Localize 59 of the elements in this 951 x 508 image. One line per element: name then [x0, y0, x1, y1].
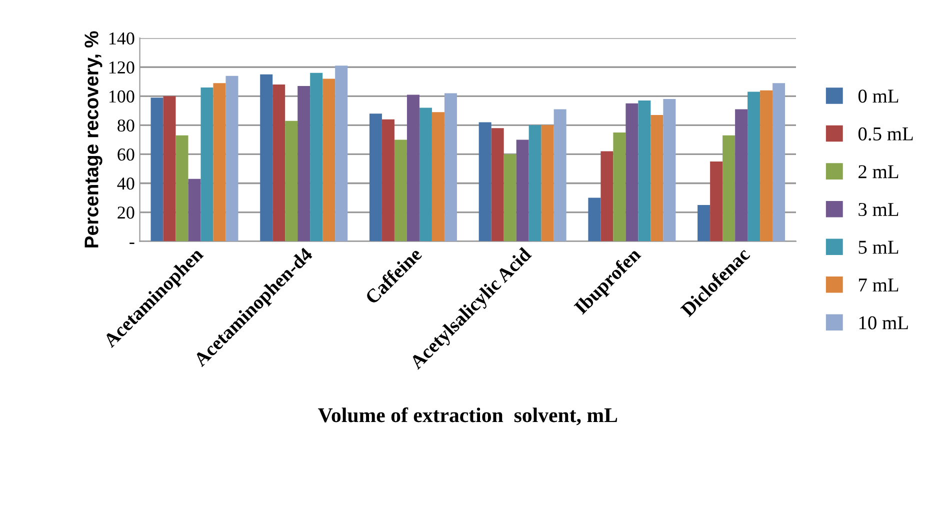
bar	[150, 98, 164, 242]
bar	[310, 72, 323, 242]
bar	[419, 108, 432, 242]
legend-label: 7 mL	[859, 278, 898, 292]
bar	[748, 92, 760, 242]
bar	[528, 125, 542, 242]
bar	[650, 115, 664, 242]
y-tick-label: -	[130, 242, 134, 244]
bar	[710, 161, 723, 242]
bar	[382, 119, 394, 242]
bar	[163, 96, 176, 242]
bar	[188, 178, 201, 242]
bar	[213, 83, 226, 242]
bar	[272, 84, 286, 242]
legend-label: 10 mL	[859, 316, 908, 330]
y-axis-title: Percentage recovery, %	[84, 31, 102, 248]
bar	[638, 100, 651, 242]
bar	[613, 132, 626, 242]
bar	[504, 154, 516, 242]
legend-label: 0.5 mL	[858, 127, 913, 141]
y-tick-label: 40	[117, 178, 134, 190]
y-tick-label: 20	[118, 206, 134, 219]
bar	[663, 99, 676, 242]
y-tick-label: 80	[118, 119, 134, 132]
bar	[600, 151, 614, 242]
bar	[335, 66, 348, 242]
bar	[298, 86, 310, 242]
y-tick-label: 140	[109, 32, 134, 45]
bar	[554, 109, 566, 242]
legend-label: 5 mL	[858, 240, 898, 254]
bar	[541, 125, 554, 242]
bar	[698, 205, 710, 242]
bar	[478, 122, 492, 242]
legend-label: 3 mL	[858, 202, 898, 216]
bar	[722, 135, 736, 242]
bar	[260, 74, 273, 242]
x-axis-title: Volume of extraction solvent, mL	[318, 407, 618, 426]
bar	[735, 109, 748, 242]
y-tick-label: 60	[118, 148, 134, 161]
bar	[626, 103, 638, 242]
bar	[322, 78, 336, 242]
bar	[226, 76, 238, 242]
legend-label: 2 mL	[858, 165, 898, 178]
bar	[444, 93, 457, 242]
legend-label: 0 mL	[858, 90, 898, 103]
bar	[432, 112, 444, 242]
bar	[491, 128, 504, 242]
y-tick-label: 120	[109, 61, 134, 74]
bar	[285, 120, 298, 242]
bar	[760, 90, 773, 242]
bar	[176, 135, 188, 242]
bar	[406, 94, 420, 242]
bar	[772, 83, 786, 242]
bar	[369, 114, 382, 242]
bar	[394, 140, 407, 242]
bar	[588, 198, 601, 242]
bar	[200, 87, 214, 242]
y-tick-label: 100	[109, 90, 134, 103]
bar	[516, 140, 529, 242]
